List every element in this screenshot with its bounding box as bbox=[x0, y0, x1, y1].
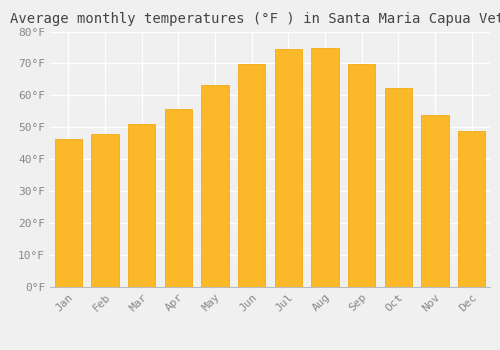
Bar bbox=[201, 85, 229, 287]
Bar bbox=[238, 64, 266, 287]
Bar bbox=[458, 132, 485, 287]
Title: Average monthly temperatures (°F ) in Santa Maria Capua Vetere: Average monthly temperatures (°F ) in Sa… bbox=[10, 12, 500, 26]
Bar bbox=[91, 134, 119, 287]
Bar bbox=[128, 124, 156, 287]
Bar bbox=[384, 88, 412, 287]
Bar bbox=[54, 139, 82, 287]
Bar bbox=[421, 114, 448, 287]
Bar bbox=[164, 110, 192, 287]
Bar bbox=[311, 48, 339, 287]
Bar bbox=[274, 49, 302, 287]
Bar bbox=[348, 64, 376, 287]
